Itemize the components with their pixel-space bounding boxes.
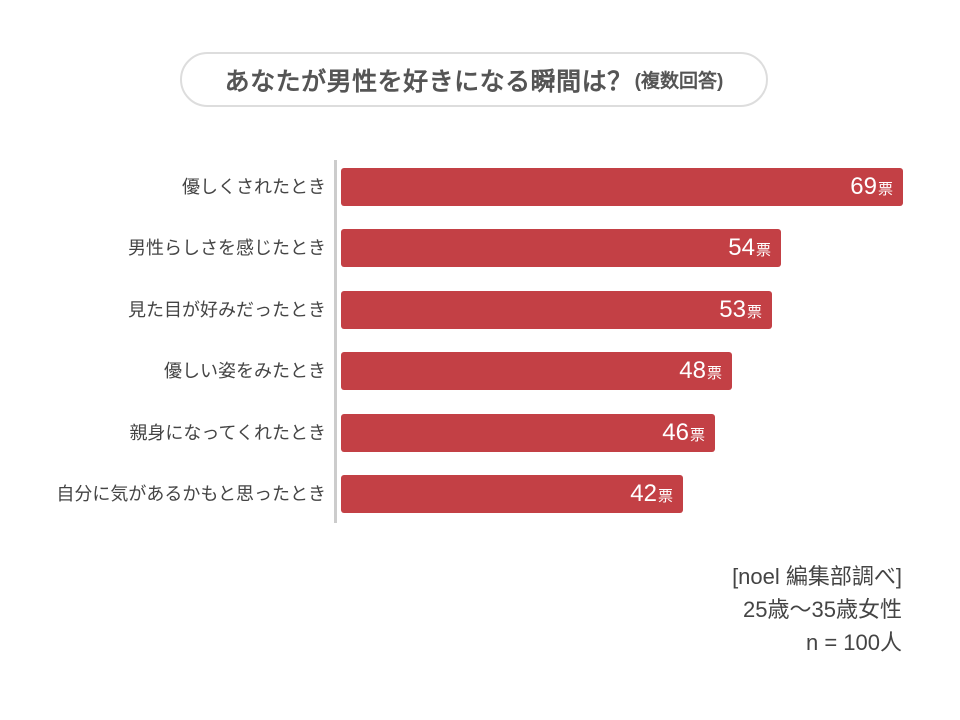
value-unit: 票 [877,181,893,198]
value-label: 48 [679,357,706,384]
value-label: 46 [662,419,689,446]
bar-row: 優しくされたとき 69 票 [0,168,960,206]
value-label: 42 [630,480,657,507]
chart-title: あなたが男性を好きになる瞬間は？ [224,67,633,96]
value-label: 54 [728,234,755,261]
source-line: 25歳〜35歳女性 [743,597,902,622]
bar-row: 親身になってくれたとき 46 票 [0,414,960,452]
value-label: 53 [719,296,746,323]
category-label: 優しい姿をみたとき [164,361,326,381]
value-unit: 票 [706,365,722,382]
value-bar: 53 票 [341,291,772,329]
value-bar: 46 票 [341,414,715,452]
category-label: 男性らしさを感じたとき [128,238,326,258]
source-line: [noel 編集部調べ] [732,564,902,589]
category-label: 親身になってくれたとき [129,423,326,443]
value-unit: 票 [755,242,771,259]
value-unit: 票 [746,304,762,321]
value-bar: 54 票 [341,229,781,267]
chart-title-box: あなたが男性を好きになる瞬間は？ (複数回答) [180,52,768,107]
category-label: 見た目が好みだったとき [128,300,326,320]
value-bar: 48 票 [341,352,732,390]
value-label: 69 [850,173,877,200]
source-note: [noel 編集部調べ] 25歳〜35歳女性 n = 100人 [732,560,902,659]
y-axis-line [334,160,337,523]
bar-row: 自分に気があるかもと思ったとき 42 票 [0,475,960,513]
value-bar: 69 票 [341,168,903,206]
value-unit: 票 [689,427,705,444]
value-bar: 42 票 [341,475,683,513]
category-label: 自分に気があるかもと思ったとき [56,484,326,504]
bar-row: 男性らしさを感じたとき 54 票 [0,229,960,267]
bar-row: 見た目が好みだったとき 53 票 [0,291,960,329]
source-line: n = 100人 [805,630,902,655]
value-unit: 票 [657,488,673,505]
bar-row: 優しい姿をみたとき 48 票 [0,352,960,390]
category-label: 優しくされたとき [182,177,326,197]
chart-title-suffix: (複数回答) [634,71,724,92]
